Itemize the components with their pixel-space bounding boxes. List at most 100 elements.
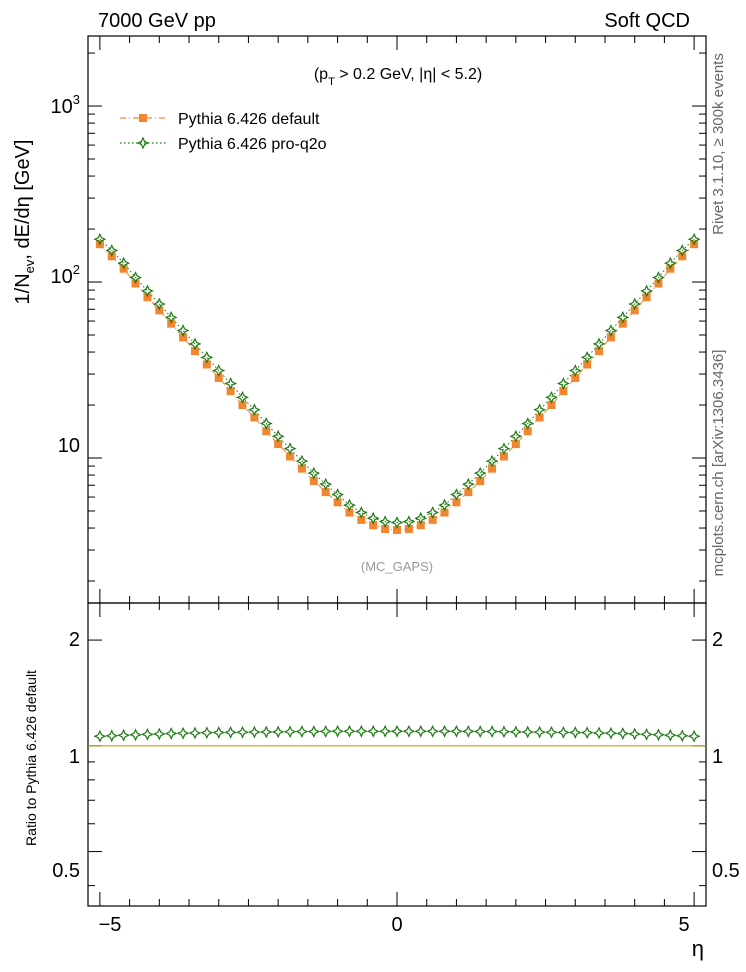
data-point-proq2o — [497, 442, 511, 456]
data-point-proq2o — [663, 256, 677, 270]
header-energy-label: 7000 GeV pp — [98, 10, 216, 32]
data-point-default — [547, 401, 556, 410]
mcplots-label: mcplots.cern.ch [arXiv:1306.3436] — [710, 350, 727, 577]
data-point-proq2o — [390, 516, 404, 529]
data-point-proq2o — [224, 377, 238, 390]
data-point-default — [345, 508, 354, 517]
series-line-proq2o — [99, 238, 695, 524]
header-process-label: Soft QCD — [604, 10, 690, 32]
ratio-point-proq2o — [259, 725, 273, 739]
data-point-proq2o — [247, 403, 261, 417]
data-point-proq2o — [141, 284, 154, 298]
data-point-proq2o — [450, 488, 463, 501]
data-point-proq2o — [402, 515, 416, 529]
data-point-proq2o — [545, 390, 558, 404]
ytick-label-100: 102 — [51, 262, 80, 288]
ratio-point-proq2o — [224, 725, 238, 739]
data-point-proq2o — [616, 310, 630, 324]
data-point-default — [309, 477, 318, 486]
data-point-default — [369, 521, 378, 530]
ratio-point-proq2o — [402, 724, 416, 738]
xtick-label-5: 5 — [678, 914, 689, 936]
data-point-default — [583, 360, 592, 369]
data-point-proq2o — [93, 232, 107, 246]
ratio-ytick-label-05-left: 0.5 — [52, 860, 80, 882]
data-point-proq2o — [485, 454, 499, 468]
data-point-proq2o — [533, 403, 547, 417]
data-point-proq2o — [687, 232, 701, 246]
ratio-point-proq2o — [663, 728, 677, 742]
ratio-plot-frame — [87, 602, 707, 907]
data-point-proq2o — [426, 506, 440, 519]
ratio-point-proq2o — [580, 726, 594, 740]
series-line-default — [99, 243, 695, 531]
ratio-point-proq2o — [307, 725, 321, 738]
ratio-point-proq2o — [461, 725, 475, 738]
data-point-proq2o — [129, 271, 142, 284]
data-point-default — [179, 333, 188, 342]
legend-marker-default — [139, 114, 147, 122]
legend: Pythia 6.426 default Pythia 6.426 pro-q2… — [120, 111, 327, 153]
xtick-label-minus5: −5 — [99, 914, 122, 936]
ratio-ytick-label-1-right: 1 — [712, 746, 723, 768]
data-point-default — [404, 524, 413, 533]
data-point-proq2o — [200, 350, 214, 364]
data-point-proq2o — [438, 498, 451, 512]
ratio-point-proq2o — [343, 724, 356, 738]
data-point-default — [226, 387, 235, 396]
data-point-proq2o — [236, 390, 249, 404]
ratio-point-proq2o — [485, 725, 499, 738]
ratio-point-proq2o — [533, 725, 547, 739]
ratio-point-proq2o — [509, 725, 523, 739]
data-point-default — [333, 498, 342, 507]
ratio-point-proq2o — [497, 725, 511, 739]
data-point-default — [523, 427, 532, 436]
rivet-version-label: Rivet 3.1.10, ≥ 300k events — [710, 53, 727, 235]
ytick-label-100-base: 10 — [51, 266, 73, 288]
data-point-proq2o — [188, 337, 202, 351]
data-point-default — [357, 515, 366, 524]
ratio-point-proq2o — [129, 728, 142, 742]
ratio-ytick-label-1-left: 1 — [69, 746, 80, 768]
data-point-default — [274, 440, 283, 449]
data-point-proq2o — [152, 297, 166, 311]
ratio-point-proq2o — [414, 724, 428, 738]
ratio-point-proq2o — [295, 725, 309, 738]
data-point-default — [595, 347, 604, 356]
data-point-default — [535, 413, 544, 422]
ytick-label-1000: 103 — [51, 92, 80, 118]
y-label-rest: , dE/dη [GeV] — [12, 140, 34, 260]
x-axis-label: η — [692, 936, 704, 961]
data-point-default — [488, 464, 497, 473]
data-point-proq2o — [461, 477, 475, 491]
data-point-default — [452, 498, 461, 507]
data-point-default — [571, 373, 580, 382]
data-point-proq2o — [343, 498, 356, 512]
xtick-label-0: 0 — [391, 914, 402, 936]
data-point-proq2o — [259, 417, 273, 430]
legend-label-default: Pythia 6.426 default — [178, 111, 320, 128]
ytick-label-100-exp: 2 — [73, 262, 80, 277]
data-point-default — [321, 488, 330, 497]
ratio-point-proq2o — [473, 725, 487, 738]
data-point-proq2o — [176, 324, 190, 337]
ratio-point-proq2o — [438, 724, 451, 738]
data-point-proq2o — [105, 244, 119, 257]
ratio-point-proq2o — [117, 728, 131, 742]
data-point-proq2o — [378, 515, 392, 529]
ratio-point-proq2o — [628, 727, 642, 741]
data-point-proq2o — [568, 364, 582, 377]
data-point-proq2o — [366, 511, 380, 525]
ratio-point-proq2o — [652, 728, 665, 742]
ytick-label-10-base: 10 — [58, 435, 80, 457]
data-point-default — [202, 360, 211, 369]
main-series-group — [93, 232, 701, 534]
data-point-default — [262, 427, 271, 436]
ratio-point-proq2o — [687, 729, 701, 743]
cut-annotation-sub: T — [328, 76, 335, 88]
data-point-default — [286, 452, 295, 461]
ratio-point-proq2o — [556, 725, 570, 739]
ratio-point-proq2o — [390, 724, 404, 738]
data-point-default — [499, 452, 508, 461]
data-point-proq2o — [580, 350, 594, 364]
